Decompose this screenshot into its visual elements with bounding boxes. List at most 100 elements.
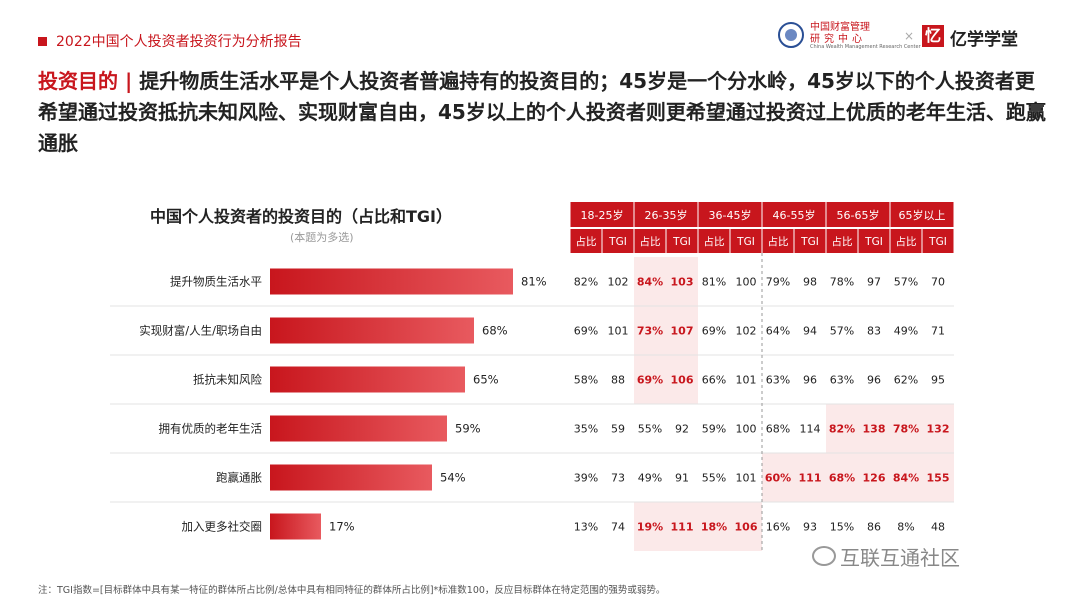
- age-group-header: 65岁以上: [899, 208, 946, 222]
- share-cell: 35%: [574, 423, 598, 436]
- age-group-header-bg: [570, 202, 634, 227]
- headline-separator: |: [124, 69, 133, 93]
- share-cell: 69%: [637, 374, 663, 387]
- tgi-cell: 106: [735, 521, 758, 534]
- share-cell: 8%: [897, 521, 914, 534]
- report-title: 2022中国个人投资者投资行为分析报告: [56, 34, 302, 50]
- age-group-header-bg: [634, 202, 698, 227]
- tgi-cell: 88: [611, 374, 625, 387]
- logo-separator: ×: [904, 29, 915, 43]
- headline-text: 提升物质生活水平是个人投资者普遍持有的投资目的；45岁是一个分水岭，45岁以下的…: [38, 69, 1046, 155]
- share-cell: 58%: [574, 374, 598, 387]
- bar: [270, 268, 513, 295]
- tgi-cell: 95: [931, 374, 945, 387]
- share-cell: 63%: [766, 374, 790, 387]
- tgi-cell: 70: [931, 276, 945, 289]
- tgi-cell: 103: [671, 276, 694, 289]
- share-cell: 62%: [894, 374, 918, 387]
- sub-header: 占比: [576, 235, 597, 248]
- bar: [270, 415, 447, 442]
- share-cell: 84%: [893, 472, 919, 485]
- age-group-header: 36-45岁: [709, 208, 752, 222]
- share-cell: 68%: [766, 423, 790, 436]
- sub-header: TGI: [608, 236, 627, 248]
- tgi-cell: 155: [927, 472, 950, 485]
- share-cell: 73%: [637, 325, 663, 338]
- category-label: 提升物质生活水平: [170, 275, 262, 289]
- sub-header-bg: [922, 229, 954, 253]
- age-group-header-bg: [698, 202, 762, 227]
- yixue-logo-text: 亿学学堂: [950, 30, 1018, 50]
- tgi-cell: 74: [611, 521, 625, 534]
- category-label: 拥有优质的老年生活: [159, 422, 263, 436]
- sub-header-bg: [730, 229, 762, 253]
- sub-header: TGI: [736, 236, 755, 248]
- tgi-cell: 94: [803, 325, 817, 338]
- chart-title: 中国个人投资者的投资目的（占比和TGI）: [150, 207, 453, 226]
- share-cell: 55%: [638, 423, 662, 436]
- share-cell: 68%: [829, 472, 855, 485]
- footnote: 注：TGI指数=[目标群体中具有某一特征的群体所占比例/总体中具有相同特征的群体…: [38, 585, 666, 596]
- highlight-cell: [826, 453, 890, 502]
- tgi-cell: 132: [927, 423, 950, 436]
- sub-header: TGI: [672, 236, 691, 248]
- wechat-icon: [812, 546, 836, 566]
- share-cell: 55%: [702, 472, 726, 485]
- share-cell: 39%: [574, 472, 598, 485]
- tgi-cell: 101: [736, 472, 757, 485]
- watermark: 互联互通社区: [840, 546, 960, 570]
- highlight-cell: [634, 502, 698, 551]
- age-group-header: 56-65岁: [837, 208, 880, 222]
- sub-header-bg: [698, 229, 730, 253]
- age-group-header: 26-35岁: [645, 208, 688, 222]
- share-cell: 60%: [765, 472, 791, 485]
- age-group-header: 46-55岁: [773, 208, 816, 222]
- tgi-cell: 102: [736, 325, 757, 338]
- age-group-header-bg: [890, 202, 954, 227]
- bar: [270, 513, 321, 540]
- sub-header: TGI: [864, 236, 883, 248]
- share-cell: 18%: [701, 521, 727, 534]
- sub-header-bg: [634, 229, 666, 253]
- tgi-cell: 111: [799, 472, 822, 485]
- sub-header-bg: [826, 229, 858, 253]
- share-cell: 19%: [637, 521, 663, 534]
- bar-value-label: 68%: [482, 324, 508, 338]
- tgi-cell: 106: [671, 374, 694, 387]
- bar-value-label: 54%: [440, 471, 466, 485]
- tgi-cell: 92: [675, 423, 689, 436]
- sub-header: 占比: [896, 235, 917, 248]
- tgi-cell: 98: [803, 276, 817, 289]
- highlight-cell: [634, 257, 698, 306]
- share-cell: 57%: [830, 325, 854, 338]
- share-cell: 59%: [702, 423, 726, 436]
- sub-header-bg: [666, 229, 698, 253]
- tgi-cell: 107: [671, 325, 694, 338]
- share-cell: 66%: [702, 374, 726, 387]
- headline-key: 投资目的: [38, 69, 118, 93]
- share-cell: 78%: [893, 423, 919, 436]
- share-cell: 79%: [766, 276, 790, 289]
- tgi-cell: 96: [803, 374, 817, 387]
- share-cell: 63%: [830, 374, 854, 387]
- yixue-logo-icon: 忆: [922, 25, 944, 47]
- tgi-cell: 97: [867, 276, 881, 289]
- tgi-cell: 111: [671, 521, 694, 534]
- share-cell: 64%: [766, 325, 790, 338]
- sub-header: 占比: [832, 235, 853, 248]
- tgi-cell: 91: [675, 472, 689, 485]
- tgi-cell: 101: [608, 325, 629, 338]
- bar-value-label: 81%: [521, 275, 547, 289]
- sub-header-bg: [762, 229, 794, 253]
- share-cell: 69%: [702, 325, 726, 338]
- share-cell: 13%: [574, 521, 598, 534]
- category-label: 抵抗未知风险: [193, 373, 262, 387]
- sub-header-bg: [570, 229, 602, 253]
- share-cell: 82%: [574, 276, 598, 289]
- share-cell: 16%: [766, 521, 790, 534]
- tgi-cell: 101: [736, 374, 757, 387]
- bar-value-label: 59%: [455, 422, 481, 436]
- highlight-cell: [698, 502, 762, 551]
- share-cell: 78%: [830, 276, 854, 289]
- chart-subtitle: (本题为多选): [290, 231, 354, 244]
